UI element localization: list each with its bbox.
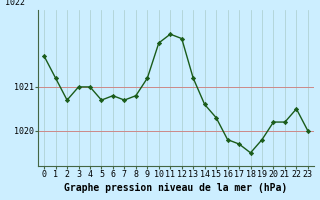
Text: 1022: 1022 — [5, 0, 25, 7]
X-axis label: Graphe pression niveau de la mer (hPa): Graphe pression niveau de la mer (hPa) — [64, 183, 288, 193]
